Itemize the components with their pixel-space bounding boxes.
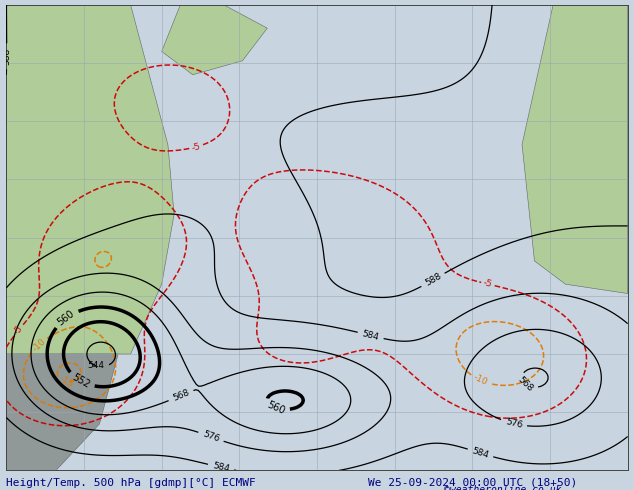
Polygon shape xyxy=(6,354,118,470)
Text: 576: 576 xyxy=(505,417,523,430)
Text: 576: 576 xyxy=(202,430,221,444)
Text: 584: 584 xyxy=(212,461,230,474)
Text: -5: -5 xyxy=(482,279,493,290)
Text: We 25-09-2024 00:00 UTC (18+50): We 25-09-2024 00:00 UTC (18+50) xyxy=(368,478,577,488)
Text: -10: -10 xyxy=(472,373,489,388)
Text: 584: 584 xyxy=(361,329,380,342)
Text: -10: -10 xyxy=(30,337,48,353)
Text: 568: 568 xyxy=(516,375,534,393)
Polygon shape xyxy=(162,5,268,74)
Text: 544: 544 xyxy=(87,361,105,370)
Text: 560: 560 xyxy=(266,400,287,416)
Text: -5: -5 xyxy=(190,142,202,152)
Text: Height/Temp. 500 hPa [gdmp][°C] ECMWF: Height/Temp. 500 hPa [gdmp][°C] ECMWF xyxy=(6,478,256,488)
Text: -5: -5 xyxy=(13,324,25,336)
Polygon shape xyxy=(6,5,174,354)
Text: 588: 588 xyxy=(2,48,11,65)
Text: -15: -15 xyxy=(58,374,75,390)
Text: 560: 560 xyxy=(56,309,77,328)
Text: ©weatheronline.co.uk: ©weatheronline.co.uk xyxy=(444,485,561,490)
Text: 568: 568 xyxy=(171,388,191,403)
Text: 552: 552 xyxy=(70,372,92,390)
Text: 584: 584 xyxy=(471,446,490,460)
Polygon shape xyxy=(522,5,628,294)
Text: 588: 588 xyxy=(424,271,443,288)
